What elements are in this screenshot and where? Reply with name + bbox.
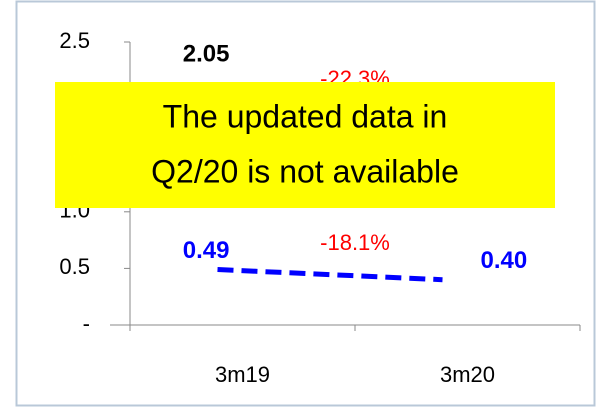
data-label: 0.40 (481, 247, 528, 274)
data-label: 0.49 (183, 237, 230, 264)
x-tick-label: 3m20 (440, 362, 495, 387)
notice-box (55, 82, 555, 208)
change-label: -18.1% (320, 230, 390, 255)
notice-text: Q2/20 is not available (151, 153, 459, 189)
notice-text: The updated data in (163, 98, 448, 134)
y-tick-label: 2.5 (59, 28, 90, 53)
y-tick-label: - (83, 311, 90, 336)
series-line (217, 267, 443, 283)
data-label: 2.05 (183, 40, 230, 67)
x-tick-label: 3m19 (215, 362, 270, 387)
y-tick-label: 0.5 (59, 254, 90, 279)
